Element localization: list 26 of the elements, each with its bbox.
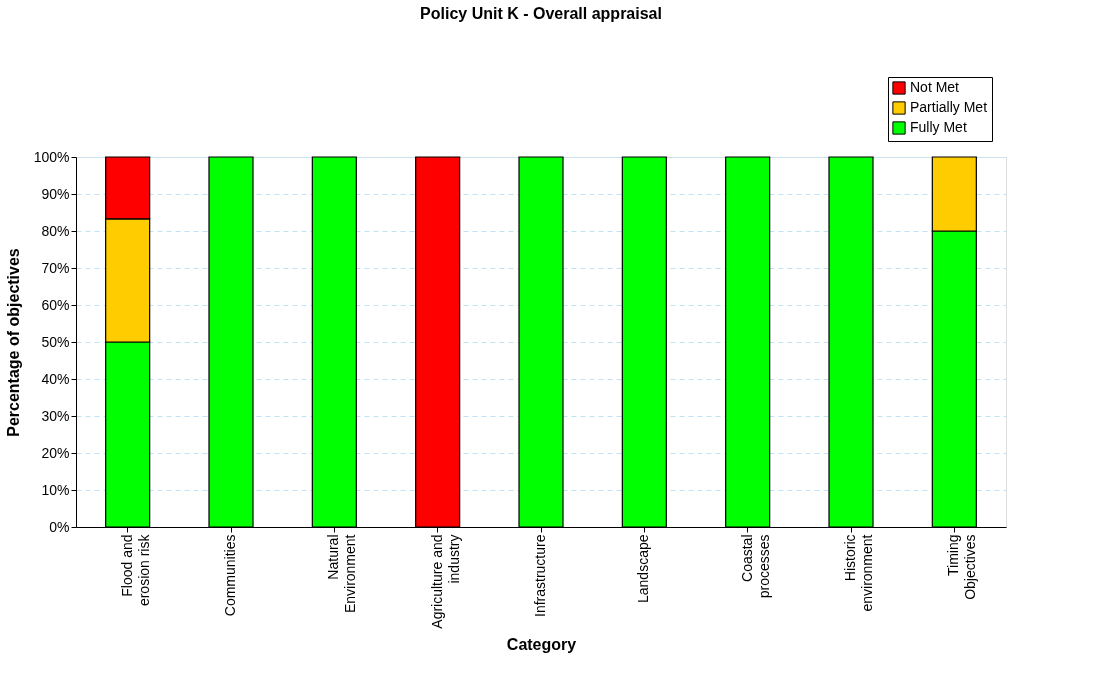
y-tick-label: 0% [49, 518, 70, 535]
y-tick-label: 90% [41, 185, 70, 202]
y-tick-label: 60% [41, 296, 70, 313]
y-tick-label: 50% [41, 333, 70, 350]
y-tick-label: 10% [41, 481, 70, 498]
x-tick-label: Landscape [635, 534, 652, 604]
x-tick-label: Coastal processes [738, 534, 772, 599]
y-tick-label: 70% [41, 259, 70, 276]
legend-label: Not Met [910, 79, 960, 95]
x-tick-label: Infrastructure [532, 534, 548, 617]
x-axis-title: Category [506, 635, 577, 653]
y-tick-label: 20% [41, 444, 70, 461]
chart-title: Policy Unit K - Overall appraisal [420, 4, 662, 22]
legend-label: Partially Met [910, 99, 988, 115]
y-axis-title: Percentage of objectives [4, 248, 22, 437]
x-tick-label: Timing Objectives [945, 534, 979, 600]
x-tick-label: Flood and erosion risk [118, 533, 152, 607]
y-tick-label: 40% [41, 370, 70, 387]
legend-label: Fully Met [910, 119, 967, 135]
x-tick-label: Communities [222, 534, 238, 617]
x-tick-label: Natural Environment [325, 534, 359, 614]
y-tick-label: 30% [41, 407, 70, 424]
y-tick-label: 80% [41, 222, 70, 239]
y-tick-label: 100% [33, 148, 70, 165]
x-tick-label: Agriculture and industry [428, 534, 462, 629]
x-tick-label: Historic environment [842, 534, 875, 612]
